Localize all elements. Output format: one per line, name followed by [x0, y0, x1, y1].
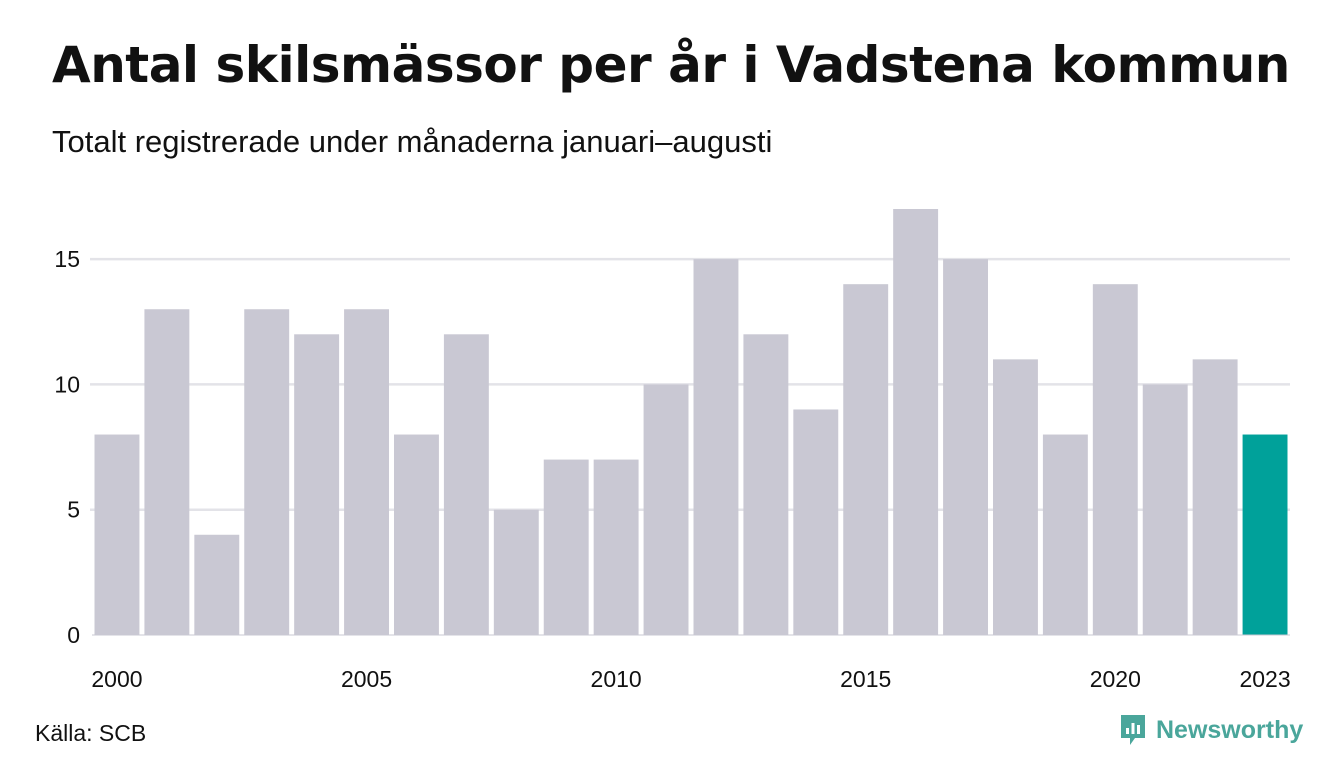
y-tick-label: 0: [67, 622, 80, 648]
bar: [943, 259, 988, 635]
bar: [543, 459, 589, 635]
source-note: Källa: SCB: [35, 720, 147, 746]
bar: [394, 434, 439, 635]
bar: [1192, 359, 1238, 635]
bar: [244, 309, 290, 635]
bar-highlight: [1242, 434, 1288, 635]
bar: [443, 334, 489, 635]
chart-title: Antal skilsmässor per år i Vadstena komm…: [52, 36, 1290, 94]
x-tick-label: 2010: [591, 666, 642, 692]
x-tick-label: 2015: [840, 666, 891, 692]
bar: [593, 459, 639, 635]
bar: [194, 534, 240, 635]
bar: [294, 334, 340, 635]
chart-subtitle: Totalt registrerade under månaderna janu…: [52, 124, 773, 159]
x-tick-label: 2020: [1090, 666, 1141, 692]
newsworthy-logo-icon: [1121, 715, 1145, 745]
bar: [893, 209, 939, 635]
bar: [1142, 384, 1188, 635]
y-tick-label: 5: [67, 497, 80, 523]
x-tick-label: 2000: [91, 666, 142, 692]
bar: [693, 259, 739, 635]
bar: [843, 284, 889, 635]
x-tick-label: 2023: [1239, 666, 1290, 692]
y-tick-label: 10: [54, 371, 80, 397]
y-tick-label: 15: [54, 246, 80, 272]
bar: [1042, 434, 1088, 635]
bar: [643, 384, 689, 635]
x-tick-label: 2005: [341, 666, 392, 692]
bar: [94, 434, 140, 635]
bar: [144, 309, 190, 635]
bar: [793, 409, 839, 635]
bar: [993, 359, 1038, 635]
brand-logo: Newsworthy: [1118, 712, 1303, 748]
bar: [1092, 284, 1138, 635]
bar: [743, 334, 789, 635]
bar: [344, 309, 389, 635]
bar: [493, 509, 539, 635]
brand-name: Newsworthy: [1156, 715, 1304, 744]
